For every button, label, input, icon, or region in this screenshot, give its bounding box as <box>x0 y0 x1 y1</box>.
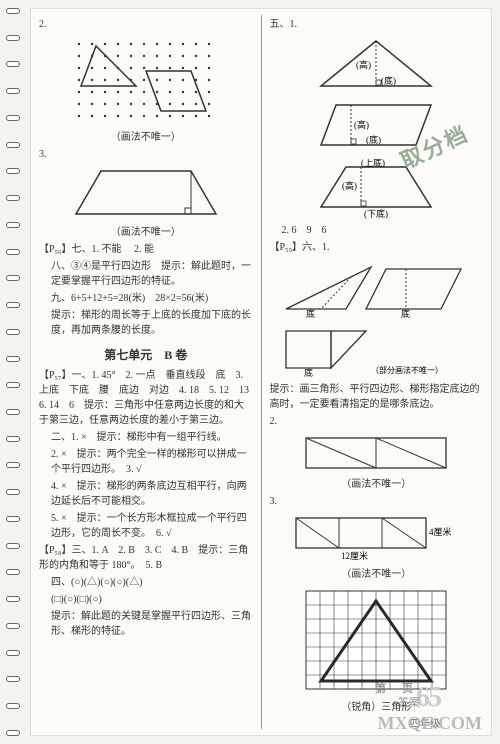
fig2-caption: （画法不唯一） <box>270 477 484 492</box>
dot-grid-figure <box>71 36 221 126</box>
two-4: 4. × 提示：梯形的两条底边互相平行，向两边延长后不可能相交。 <box>39 479 253 509</box>
p57-ref: 【P₅₇】一、1. <box>39 370 99 381</box>
svg-text:(高): (高) <box>354 119 369 130</box>
item-2-label: 2. <box>39 17 253 32</box>
two-2: 2. × 提示：两个完全一样的梯形可以拼成一个平行四边形。 3. √ <box>39 447 253 477</box>
rect-split-fig <box>301 433 451 473</box>
svg-text:底: 底 <box>306 308 315 319</box>
two-5: 5. × 提示：一个长方形木框拉成一个平行四边形，它的周长不变。 6. √ <box>39 511 253 541</box>
triangle-height-fig: (高) (底) <box>306 36 446 96</box>
svg-text:(底): (底) <box>366 134 381 145</box>
fig3-caption: （画法不唯一） <box>270 567 484 582</box>
spiral-binding <box>6 8 24 736</box>
p56-a2: 2. 能 <box>134 244 154 255</box>
four-line: 四、(○)(△)(○)(○)(△) <box>39 575 253 590</box>
r-item2: 2. <box>270 414 484 429</box>
svg-text:4厘米: 4厘米 <box>429 526 452 537</box>
tri-b-label: (底) <box>381 75 396 86</box>
five-2: 2. 6 9 6 <box>270 223 484 238</box>
five-label: 五、1. <box>270 17 484 32</box>
left-column: 2. （画法不唯一） 3. （画法不唯一） 【P₅₆】七、1. 不能 2. 能 … <box>31 9 261 735</box>
eight-line: 八、③④是平行四边形 提示：解此题时，一定要掌握平行四边形的特征。 <box>39 259 253 289</box>
rect-dim-fig: 4厘米 12厘米 <box>291 513 461 563</box>
trapezoid-figure <box>71 166 221 221</box>
nine-line2: 提示：梯形的周长等于上底的长度加下底的长度，再加两条腰的长度。 <box>39 308 253 338</box>
svg-text:(上底): (上底) <box>361 159 385 168</box>
base-figs-row2: 底 （部分画法不唯一） <box>276 323 476 378</box>
svg-text:底: 底 <box>401 308 410 319</box>
p57-line: 【P₅₇】一、1. 45° 2. 一点 垂直线段 底 3. 上底 下底 腰 底边… <box>39 368 253 428</box>
svg-text:底: 底 <box>304 367 313 378</box>
two-1: 二、1. × 提示：梯形中有一组平行线。 <box>39 430 253 445</box>
base-figs-row1: 底 底 <box>276 259 476 319</box>
grid-triangle-fig <box>301 586 451 696</box>
unit-heading: 第七单元 B 卷 <box>39 346 253 364</box>
six-hint: 提示：画三角形、平行四边形、梯形指定底边的高时，一定要看清指定的是哪条底边。 <box>270 382 484 412</box>
trap-caption: （画法不唯一） <box>39 225 253 240</box>
p56-line: 【P₅₆】七、1. 不能 2. 能 <box>39 242 253 257</box>
svg-text:(下底): (下底) <box>364 208 388 219</box>
nine-line1: 九、6+5+12+5=28(米) 28×2=56(米) <box>39 291 253 306</box>
watermark: MXQE.COM <box>378 713 482 734</box>
four-hint: 提示：解此题的关键是掌握平行四边形、三角形、梯形的特征。 <box>39 609 253 639</box>
svg-text:(高): (高) <box>342 180 357 191</box>
r-item3: 3. <box>270 494 484 509</box>
item-3-label: 3. <box>39 147 253 162</box>
four-line2: (□)(○)(□)(○) <box>39 592 253 607</box>
p58-line: 【P₅₈】三、1. A 2. B 3. C 4. B 提示：三角形的内角和等于 … <box>39 543 253 573</box>
p56-ref: 【P₅₆】七、1. <box>39 244 99 255</box>
p56-a1: 不能 <box>102 244 122 255</box>
tri-h-label: (高) <box>356 59 371 70</box>
answer-label: 答案 <box>398 694 420 710</box>
svg-text:12厘米: 12厘米 <box>341 550 368 561</box>
p59-ref: 【P₅₉】六、1. <box>270 240 484 255</box>
svg-text:（部分画法不唯一）: （部分画法不唯一） <box>371 365 443 375</box>
dots-caption: （画法不唯一） <box>39 130 253 145</box>
page-content: 2. （画法不唯一） 3. （画法不唯一） 【P₅₆】七、1. 不能 2. 能 … <box>30 8 492 736</box>
trapezoid-height-fig: (上底) (高) (下底) <box>306 159 446 219</box>
